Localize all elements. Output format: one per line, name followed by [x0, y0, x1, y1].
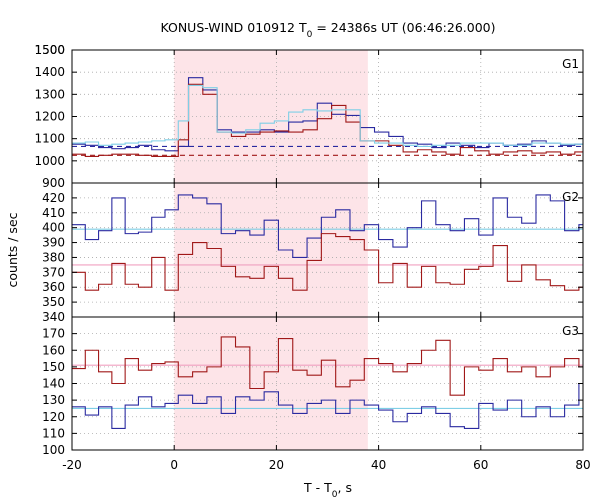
y-tick-label: 380 [42, 250, 65, 264]
series-red-line [72, 233, 583, 291]
y-tick-label: 140 [42, 377, 65, 391]
series-blue-line [72, 382, 583, 429]
y-tick-label: 1300 [34, 87, 65, 101]
x-tick-label: 60 [473, 458, 488, 472]
y-tick-label: 1400 [34, 65, 65, 79]
y-tick-label: 420 [42, 191, 65, 205]
series-red-line [72, 83, 583, 157]
x-axis-label-rest: , s [338, 480, 352, 495]
x-axis-label-main: T - T [303, 480, 332, 495]
y-tick-label: 110 [42, 426, 65, 440]
y-tick-label: 390 [42, 236, 65, 250]
y-tick-label: 1500 [34, 43, 65, 57]
y-tick-label: 130 [42, 393, 65, 407]
chart-title: KONUS-WIND 010912 T0 = 24386s UT (06:46:… [160, 20, 495, 40]
x-tick-label: 20 [269, 458, 284, 472]
y-tick-label: 350 [42, 295, 65, 309]
chart-title-rest: = 24386s UT (06:46:26.000) [312, 20, 495, 35]
y-tick-label: 1100 [34, 132, 65, 146]
chart-title-subscript: 0 [307, 30, 313, 40]
plot-layer: 9001000110012001300140015001500G13403503… [34, 43, 590, 472]
y-tick-label: 1200 [34, 110, 65, 124]
x-axis-label-subscript: 0 [332, 490, 338, 500]
y-tick-label: 160 [42, 343, 65, 357]
panel-label: G3 [562, 324, 579, 338]
y-tick-label: 410 [42, 206, 65, 220]
y-tick-label: 150 [42, 360, 65, 374]
x-tick-label: 80 [575, 458, 590, 472]
y-tick-label: 1000 [34, 154, 65, 168]
y-tick-label: 360 [42, 280, 65, 294]
y-tick-label: 100 [42, 443, 65, 457]
x-tick-label: 40 [371, 458, 386, 472]
y-tick-label: 370 [42, 265, 65, 279]
series-red-line [72, 336, 583, 396]
y-tick-label: 900 [42, 176, 65, 190]
x-axis-label: T - T0, s [303, 480, 352, 500]
y-tick-label: 170 [42, 327, 65, 341]
y-tick-label: 120 [42, 410, 65, 424]
series-blue-line [72, 194, 583, 258]
y-tick-label: 340 [42, 310, 65, 324]
x-tick-label: 0 [170, 458, 178, 472]
y-axis-label: counts / sec [5, 212, 20, 287]
chart-title-main: KONUS-WIND 010912 T [160, 20, 306, 35]
x-tick-label: -20 [62, 458, 82, 472]
series-light_blue-line [72, 84, 583, 147]
y-tick-label: 400 [42, 221, 65, 235]
panel-label: G2 [562, 190, 579, 204]
panel-label: G1 [562, 57, 579, 71]
y-tick-label: 1500 [34, 43, 65, 57]
panel-g3: 100 110 120 130 140 150 160 170 G3 [42, 316, 584, 457]
